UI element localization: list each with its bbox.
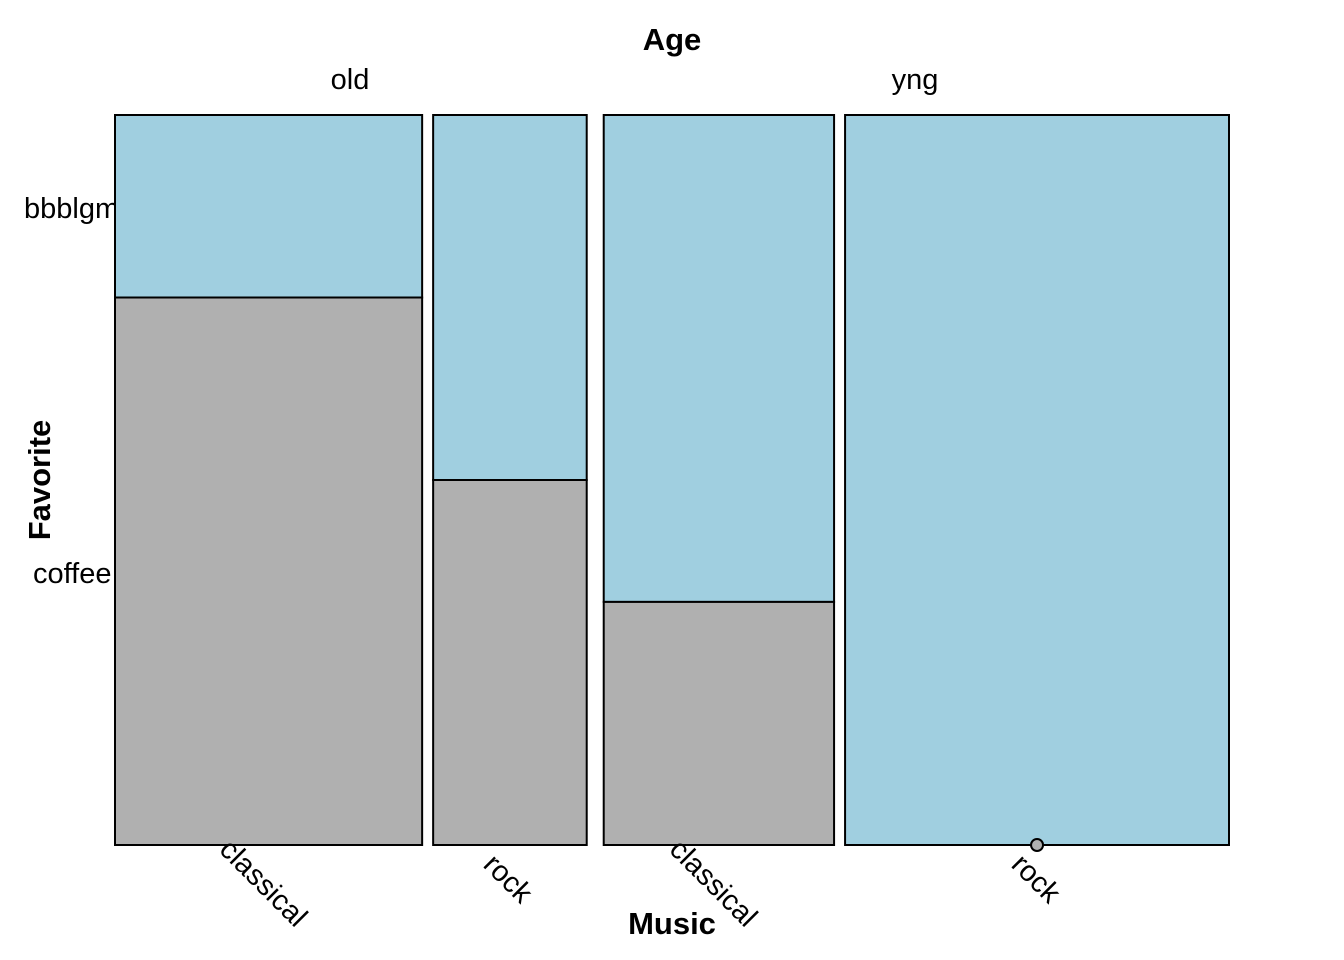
age-axis-title: Age [643,22,702,57]
cell-yng-classical-bbblgm [602,114,836,603]
favorite-level-bbblgm: bbblgm [24,193,119,225]
cell-old-classical-bbblgm [114,114,424,299]
music-level-yng-rock: rock [1005,848,1067,910]
music-level-old-classical: classical [213,833,313,933]
zero-marker-yng-rock-coffee [1030,838,1045,852]
favorite-axis-title: Favorite [22,420,57,541]
cell-yng-classical-coffee [602,600,836,846]
cell-yng-rock-bbblgm [844,114,1230,846]
cell-old-rock-coffee [432,479,588,846]
cell-old-rock-bbblgm [432,114,588,481]
age-level-yng: yng [892,64,939,96]
mosaic-cells [114,114,1230,852]
music-level-old-rock: rock [477,848,539,910]
age-level-old: old [331,64,370,96]
favorite-level-coffee: coffee [33,558,111,590]
music-axis-title: Music [628,906,716,941]
cell-old-classical-coffee [114,296,424,846]
